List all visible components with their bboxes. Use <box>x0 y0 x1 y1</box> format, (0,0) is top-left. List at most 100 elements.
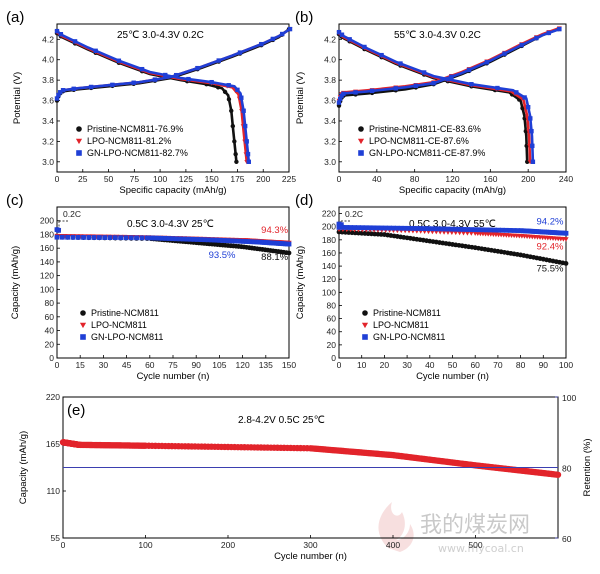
retention-annotation: 75.5% <box>536 263 563 274</box>
charge-point <box>174 72 179 78</box>
discharge-point <box>209 79 214 85</box>
discharge-point <box>379 52 384 58</box>
data-point <box>156 235 162 241</box>
y-tick-label: 3.2 <box>42 136 54 146</box>
discharge-point <box>215 85 221 90</box>
data-point <box>235 238 241 244</box>
data-point <box>59 234 65 240</box>
data-point <box>484 227 490 233</box>
data-point <box>219 238 225 243</box>
chart-panel-a: 0 25 50 75 100 125 150 175 200 225 3.0 3.2 3.4 3.6 3.8… <box>6 9 296 196</box>
charge-point <box>152 77 158 82</box>
x-tick-label: 40 <box>425 360 435 370</box>
legend-marker <box>76 126 82 132</box>
data-point <box>422 226 428 231</box>
x-tick-label: 240 <box>559 174 573 184</box>
data-point <box>230 238 236 244</box>
discharge-point <box>72 39 78 44</box>
data-point <box>363 225 369 231</box>
y-tick-label: 0 <box>331 353 336 363</box>
charge-point <box>58 90 63 95</box>
legend: Pristine-NCM811 LPO-NCM811 GN-LPO-NCM811 <box>361 308 445 342</box>
data-point <box>398 225 404 231</box>
data-point <box>188 236 193 242</box>
y-tick-label: 4.0 <box>42 55 54 65</box>
x-axis-label: Specific capacity (mAh/g) <box>119 185 226 196</box>
chart-panel-e: 0 100 200 300 400 500 55 110 165 220 Cycle number … <box>18 392 593 562</box>
legend-marker <box>358 126 364 132</box>
y-tick-label: 3.8 <box>324 75 336 85</box>
data-point <box>340 225 346 230</box>
data-point <box>246 239 252 244</box>
discharge-point <box>229 108 234 113</box>
data-point <box>371 225 377 231</box>
discharge-point <box>525 104 531 110</box>
x-axis-label: Cycle number (n) <box>274 551 347 562</box>
x-tick-label: 20 <box>380 360 390 370</box>
x-tick-label: 60 <box>470 360 480 370</box>
x-tick-label: 200 <box>521 174 535 184</box>
charge-point <box>54 96 60 101</box>
legend-marker <box>358 150 364 156</box>
charge-point <box>502 51 507 56</box>
retention-annotation: 94.2% <box>536 217 563 228</box>
y-tick-label: 180 <box>40 229 54 239</box>
charge-point <box>216 58 221 63</box>
discharge-point <box>222 89 228 95</box>
data-point <box>375 225 381 231</box>
data-point <box>465 227 470 232</box>
data-point <box>86 235 92 240</box>
panel-label: (a) <box>6 9 24 26</box>
legend: Pristine-NCM811-76.9% LPO-NCM811-81.2% GN-… <box>75 124 188 158</box>
chart-panel-c: 0 15 30 45 60 75 90 105 120 135 150 0 20 40 60 80 100 120… <box>6 192 296 382</box>
y-tick-label: 180 <box>322 235 336 245</box>
charge-point <box>280 31 285 37</box>
data-point <box>476 227 482 233</box>
x-tick-label: 300 <box>303 540 317 550</box>
chart-panel-d: 0 10 20 30 40 50 60 70 80 90 100020406080100120140… <box>295 192 573 382</box>
watermark-url: www.mycoal.cn <box>438 542 524 555</box>
x-tick-label: 30 <box>99 360 109 370</box>
data-point <box>202 237 207 243</box>
discharge-point <box>244 139 249 144</box>
x-tick-label: 100 <box>138 540 152 550</box>
charge-point <box>270 36 276 42</box>
data-point <box>460 230 467 236</box>
data-point <box>227 238 233 244</box>
y-tick-label: 60 <box>45 312 55 322</box>
x-tick-label: 90 <box>191 360 201 370</box>
chart-panel-b: 0 40 80 120 160 200 240 3.0 3.2 3.4 3.6 3.8 4.0 4.2 Sp… <box>295 9 573 196</box>
data-point <box>65 234 71 240</box>
x-tick-label: 80 <box>516 360 526 370</box>
data-point <box>437 226 443 232</box>
discharge-point <box>336 29 342 35</box>
y-tick-label: 80 <box>45 298 55 308</box>
data-point <box>453 230 459 236</box>
data-point <box>515 228 521 233</box>
y-tick-label: 160 <box>40 243 54 253</box>
discharge-point <box>116 58 122 63</box>
y2-tick-label: 100 <box>562 393 576 403</box>
legend-entry: Pristine-NCM811 <box>373 308 441 318</box>
y-tick-label: 120 <box>322 274 336 284</box>
y-tick-label: 140 <box>322 261 336 271</box>
data-point <box>205 237 211 243</box>
x-tick-label: 25 <box>78 174 88 184</box>
data-point <box>563 261 569 266</box>
data-point <box>554 471 562 478</box>
test-condition-label: 0.5C 3.0-4.3V 25℃ <box>127 219 214 230</box>
discharge-point <box>93 48 98 53</box>
y-tick-label: 140 <box>40 257 54 267</box>
data-point <box>461 226 466 232</box>
data-point <box>480 227 486 233</box>
x-tick-label: 0 <box>55 174 60 184</box>
data-point <box>149 235 154 241</box>
data-point <box>91 235 97 240</box>
data-point <box>286 241 292 247</box>
legend-entry: Pristine-NCM811-76.9% <box>87 124 183 134</box>
data-point <box>453 226 459 232</box>
data-point <box>102 235 108 240</box>
discharge-point <box>245 151 251 157</box>
y-tick-label: 60 <box>327 314 337 324</box>
panel-label: (c) <box>6 192 24 209</box>
